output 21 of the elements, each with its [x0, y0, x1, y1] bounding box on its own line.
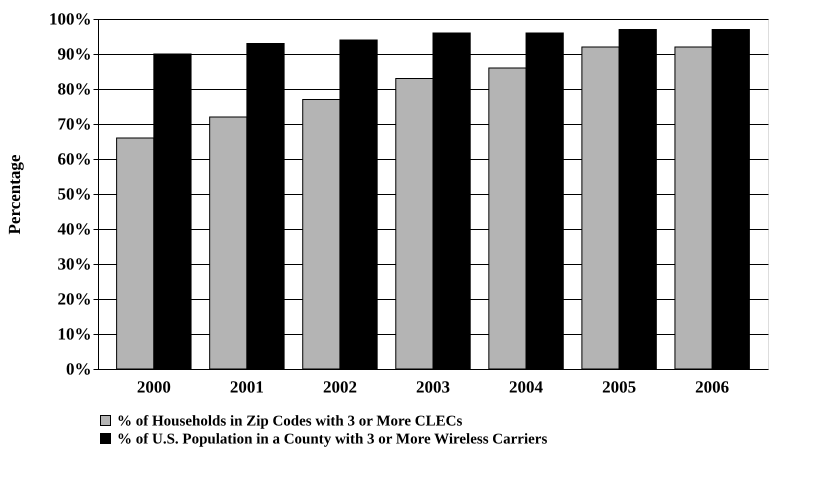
y-tick-label: 20% — [58, 290, 92, 308]
y-tick-label: 80% — [58, 80, 92, 98]
y-tick-label: 30% — [58, 254, 92, 274]
y-tick-label: 90% — [58, 44, 92, 64]
x-tick-label: 2005 — [602, 378, 636, 396]
x-tick-label: 2002 — [322, 378, 357, 396]
y-tick-label: 100% — [49, 10, 92, 28]
y-tick-label: 70% — [58, 114, 92, 134]
legend-label: % of U.S. Population in a County with 3 or More Wireless Carriers — [117, 432, 548, 448]
x-tick-label: 2001 — [230, 378, 264, 396]
x-tick-label: 2003 — [416, 378, 450, 396]
legend-label: % of Households in Zip Codes with 3 or More CLECs — [117, 414, 462, 430]
y-tick-label: 60% — [58, 150, 92, 168]
y-tick-label: 40% — [58, 220, 92, 238]
y-axis-title: Percentage — [5, 154, 24, 234]
y-tick-label: 0% — [66, 360, 92, 378]
x-tick-label: 2006 — [695, 378, 730, 396]
x-tick-label: 2000 — [136, 378, 171, 396]
y-tick-label: 10% — [58, 324, 92, 344]
y-tick-label: 50% — [58, 184, 92, 204]
x-tick-label: 2004 — [509, 378, 544, 396]
